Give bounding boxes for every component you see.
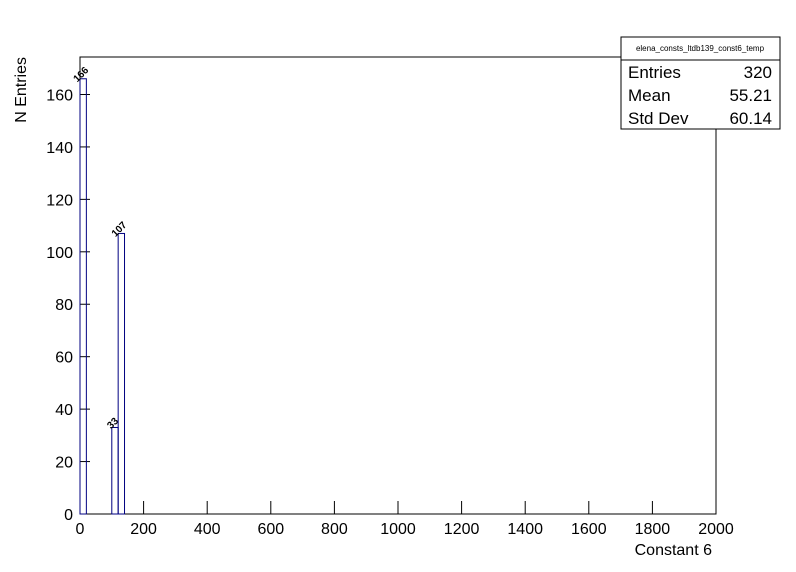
y-tick-label: 140	[46, 140, 73, 157]
y-tick-label: 100	[46, 245, 73, 262]
data-label: 33	[105, 416, 121, 432]
data-label: 107	[110, 220, 130, 240]
data-label: 166	[72, 65, 92, 85]
stats-label: Mean	[628, 86, 671, 105]
x-tick-label: 1000	[380, 521, 416, 538]
y-tick-label: 40	[55, 402, 73, 419]
stats-label: Entries	[628, 63, 681, 82]
y-tick-label: 20	[55, 455, 73, 472]
y-axis-title: N Entries	[13, 57, 30, 123]
y-tick-label: 0	[64, 507, 73, 524]
y-tick-label: 60	[55, 350, 73, 367]
y-tick-label: 80	[55, 297, 73, 314]
stats-value: 320	[744, 63, 772, 82]
x-tick-label: 1200	[444, 521, 480, 538]
stats-value: 55.21	[729, 86, 772, 105]
y-tick-label: 120	[46, 192, 73, 209]
bar	[111, 426, 119, 515]
bar	[117, 232, 126, 515]
bar	[79, 78, 87, 515]
x-tick-label: 1400	[507, 521, 543, 538]
stats-title: elena_consts_ltdb139_const6_temp	[636, 44, 765, 53]
x-tick-label: 600	[257, 521, 284, 538]
x-tick-label: 1800	[635, 521, 671, 538]
stats-label: Std Dev	[628, 109, 689, 128]
x-axis-title: Constant 6	[635, 542, 712, 559]
x-tick-label: 200	[130, 521, 157, 538]
y-tick-label: 160	[46, 87, 73, 104]
x-tick-label: 800	[321, 521, 348, 538]
stats-box	[620, 36, 781, 130]
x-tick-label: 0	[76, 521, 85, 538]
x-tick-label: 1600	[571, 521, 607, 538]
x-tick-label: 2000	[698, 521, 734, 538]
x-tick-label: 400	[194, 521, 221, 538]
stats-value: 60.14	[729, 109, 772, 128]
